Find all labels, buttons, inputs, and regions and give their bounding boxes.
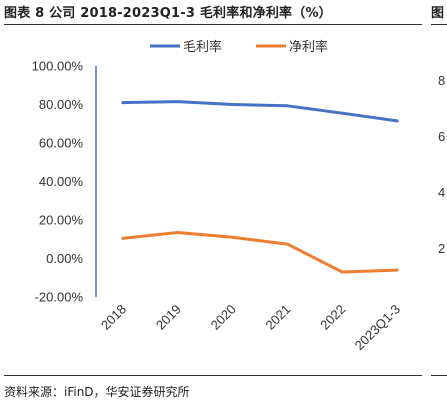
next-figure-title-fragment: 图: [431, 6, 445, 21]
legend: 毛利率 净利率: [150, 39, 328, 55]
y-tick-label: 100.00%: [32, 59, 84, 74]
top-rule: [4, 24, 422, 25]
y-axis-ticks: -20.00% 0.00% 20.00% 40.00% 60.00% 80.00% 100.…: [32, 59, 84, 305]
y-tick-label: 20.00%: [39, 213, 84, 228]
series-line-1: [121, 231, 399, 274]
data-point-1-5: [395, 268, 399, 272]
top-rule-right: [431, 24, 447, 25]
data-point-1-1: [176, 231, 180, 235]
data-point-0-2: [231, 103, 235, 106]
figure-title: 图表 8 公司 2018-2023Q1-3 毛利率和净利率（%）: [4, 6, 332, 21]
legend-label-1: 净利率: [289, 39, 328, 55]
right-partial-axis-ticks: 8 6 4 2: [438, 73, 445, 256]
x-tick-label: 2023Q1-3: [352, 302, 403, 353]
x-tick-label: 2018: [98, 302, 129, 333]
right-partial-tick-label: 8: [438, 73, 445, 88]
series-line-0: [121, 100, 399, 123]
data-point-0-4: [340, 111, 344, 115]
right-partial-tick-label: 2: [438, 241, 445, 256]
chart-svg: 毛利率 净利率 -20.00% 0.00% 20.00% 40.00% 60.00% 80.…: [32, 39, 446, 353]
series-lines: [121, 100, 399, 274]
y-tick-label: 80.00%: [39, 97, 84, 112]
bottom-rule: [4, 375, 422, 376]
data-point-0-1: [176, 100, 180, 104]
x-tick-label: 2019: [153, 302, 184, 333]
x-tick-label: 2022: [317, 302, 348, 333]
y-tick-label: 0.00%: [46, 251, 83, 266]
x-tick-label: 2020: [208, 302, 239, 333]
data-point-0-3: [285, 104, 289, 108]
data-point-0-0: [121, 101, 125, 105]
y-tick-label: -20.00%: [35, 290, 84, 305]
x-tick-label: 2021: [262, 302, 293, 333]
bottom-rule-right: [431, 375, 447, 376]
source-note: 资料来源：iFinD，华安证券研究所: [4, 385, 190, 399]
data-point-1-2: [231, 235, 235, 239]
y-tick-label: 60.00%: [39, 136, 84, 151]
y-tick-label: 40.00%: [39, 174, 84, 189]
right-partial-tick-label: 4: [438, 185, 445, 200]
x-axis-ticks: 2018 2019 2020 2021 2022 2023Q1-3: [98, 302, 403, 353]
legend-label-0: 毛利率: [183, 39, 222, 55]
data-point-1-4: [340, 270, 344, 274]
data-point-0-5: [395, 119, 399, 123]
data-point-1-0: [121, 236, 125, 240]
right-partial-tick-label: 6: [438, 129, 445, 144]
data-point-1-3: [285, 242, 289, 246]
